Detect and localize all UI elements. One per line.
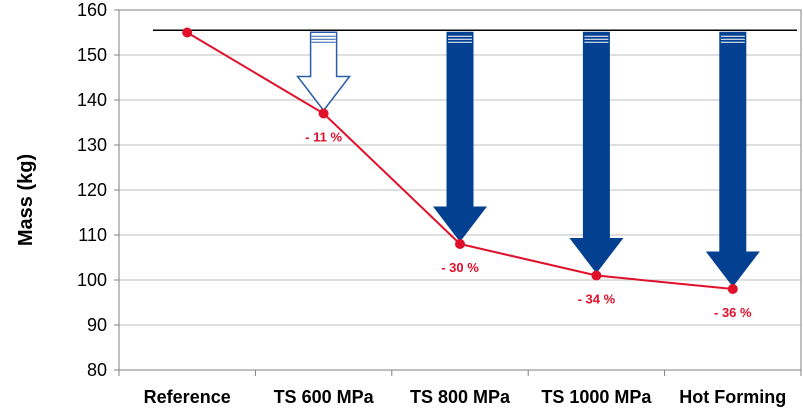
- y-tick-label: 120: [77, 180, 107, 200]
- labels-layer: 80 90 100 110 120 130 140 150 160 Reference TS 600…: [77, 0, 786, 407]
- y-tick-label: 90: [87, 315, 107, 335]
- arrow-shape: [569, 31, 624, 274]
- y-tick-label: 160: [77, 0, 107, 20]
- reduction-arrow: [569, 31, 624, 274]
- x-tick-label: TS 800 MPa: [410, 387, 511, 407]
- y-tick-label: 140: [77, 90, 107, 110]
- arrow-shape: [432, 31, 488, 242]
- data-label: - 11 %: [305, 130, 342, 145]
- y-axis-label: Mass (kg): [15, 154, 37, 246]
- series-layer: [182, 27, 738, 294]
- x-tick-label: Reference: [144, 387, 231, 407]
- reduction-arrow: [432, 31, 488, 242]
- data-point: [591, 270, 602, 281]
- data-point: [182, 27, 193, 38]
- data-label: - 36 %: [714, 305, 752, 320]
- plot-frame: [118, 9, 802, 371]
- arrow-shape: [296, 31, 352, 112]
- data-label: - 30 %: [441, 260, 479, 275]
- y-tick-label: 130: [77, 135, 107, 155]
- reduction-arrow: [296, 31, 352, 112]
- plot-border: [118, 9, 802, 371]
- data-label: - 34 %: [578, 292, 616, 307]
- arrows-layer: [296, 31, 760, 287]
- y-tick-label: 80: [87, 360, 107, 380]
- y-tick-label: 100: [77, 270, 107, 290]
- data-point: [318, 108, 329, 119]
- arrow-shape: [705, 31, 760, 287]
- x-tick-label: Hot Forming: [679, 387, 786, 407]
- reduction-arrow: [705, 31, 760, 287]
- x-tick-label: TS 1000 MPa: [541, 387, 652, 407]
- data-point: [727, 284, 738, 294]
- y-tick-label: 150: [77, 45, 107, 65]
- y-tick-label: 110: [78, 225, 107, 245]
- data-point: [455, 239, 465, 249]
- x-tick-label: TS 600 MPa: [274, 387, 375, 407]
